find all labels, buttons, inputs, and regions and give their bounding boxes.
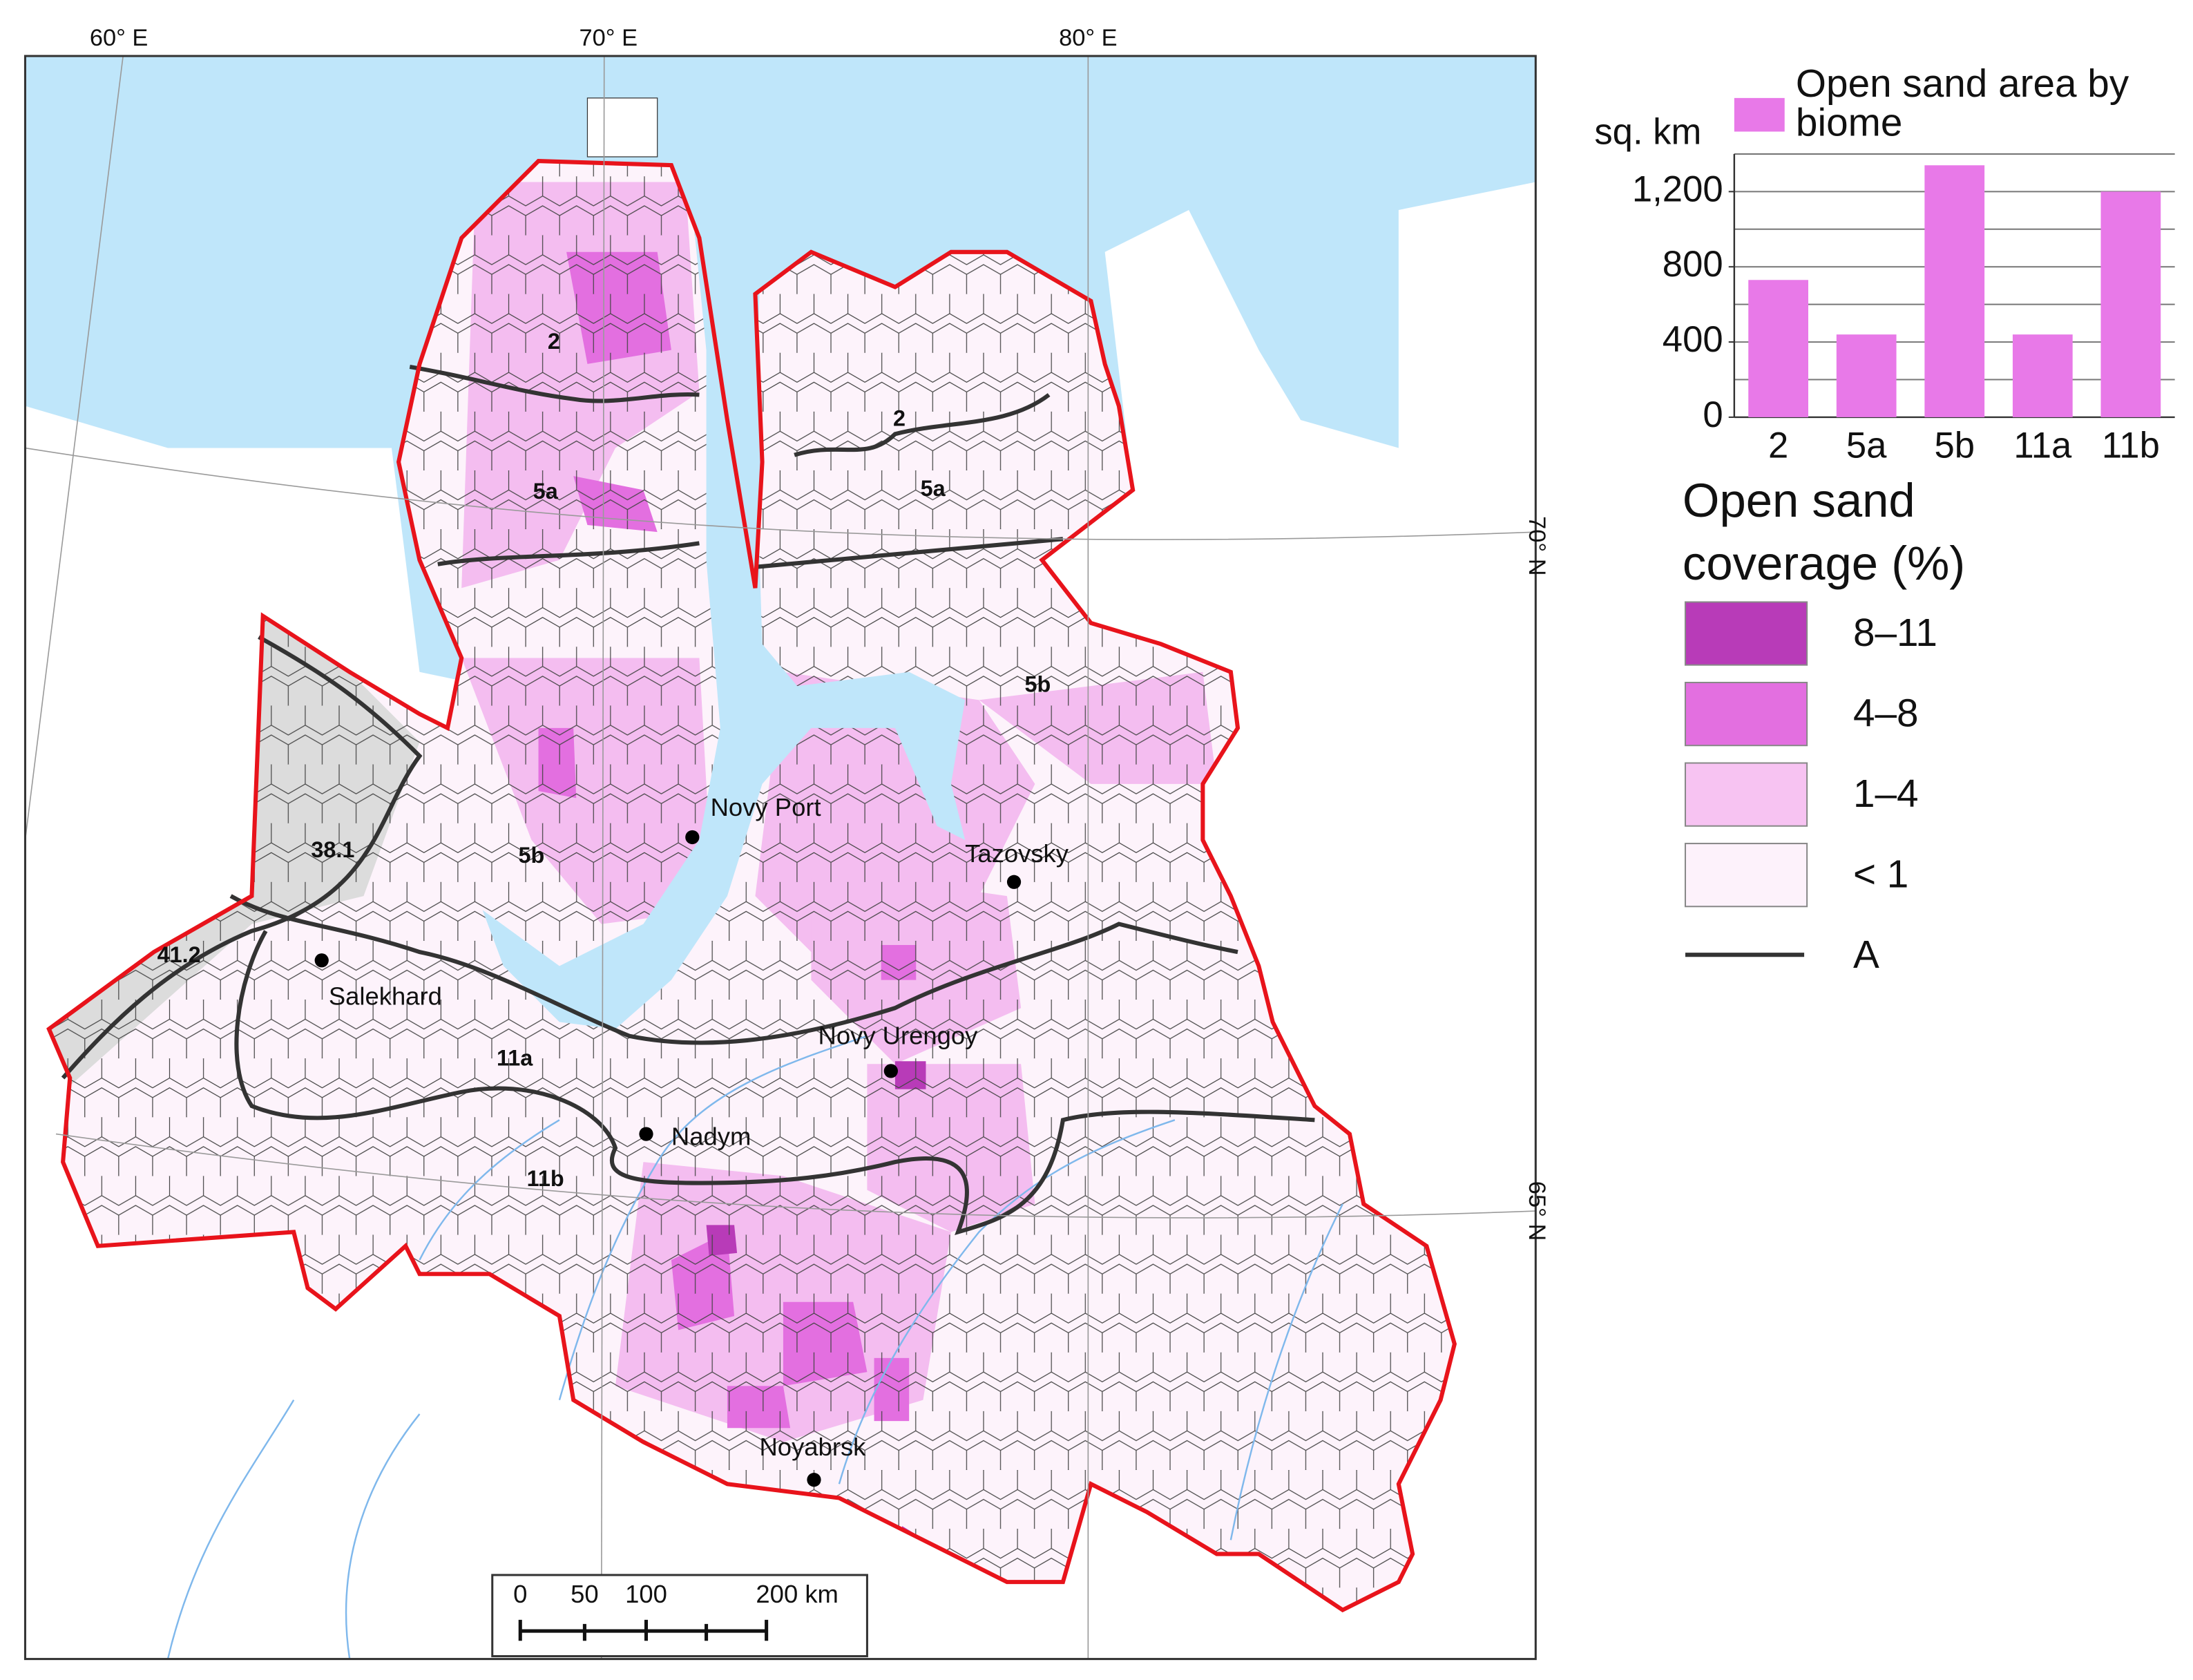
- boundary-value: 38.1: [311, 837, 354, 862]
- y-tick-label: 0: [1703, 394, 1723, 435]
- y-tick-label: 800: [1663, 244, 1723, 285]
- city-dot: [314, 953, 329, 968]
- city-dot: [807, 1473, 821, 1487]
- biome-boundaries: [61, 364, 1315, 1236]
- chart-legend-swatch: [1734, 97, 1785, 132]
- legend-swatch: [1684, 762, 1808, 827]
- legend-label: A: [1853, 933, 1879, 977]
- graticule: [24, 55, 1536, 1659]
- biome-label: 5b: [519, 843, 545, 868]
- x-tick-label: 11b: [2102, 425, 2160, 466]
- city-dot: [639, 1127, 653, 1141]
- biome-label: 11b: [527, 1166, 564, 1191]
- scale-line: [518, 1619, 769, 1641]
- graticule-label: 80° E: [1059, 25, 1118, 51]
- y-tick-label: 400: [1663, 319, 1723, 360]
- graticule-label: 70° N: [1524, 516, 1550, 576]
- city-dot: [685, 830, 700, 845]
- biome-label: 2: [548, 329, 560, 354]
- x-tick-label: 5b: [1934, 425, 1975, 466]
- biome-label: 2: [893, 406, 906, 431]
- bar: [2100, 191, 2161, 417]
- x-tick-label: 5a: [1846, 425, 1887, 466]
- ob-bay: [482, 210, 966, 1029]
- city-dot: [883, 1064, 898, 1078]
- city-label: Novy Port: [711, 793, 821, 821]
- scale-box: [491, 1574, 868, 1658]
- chart-legend-label: Open sand area by biome: [1795, 64, 2129, 144]
- x-tick-label: 11a: [2013, 425, 2072, 466]
- bar: [1836, 334, 1897, 417]
- legend-swatch: [1684, 843, 1808, 908]
- map: 60° E 70° E 80° E 70° N 65° N Novy Port …: [23, 25, 1550, 1661]
- bar-chart: sq. km Open sand area by biome 0 400 800 1,…: [1594, 64, 2175, 466]
- biome-label: 5b: [1025, 672, 1051, 697]
- legend-label: 8–11: [1853, 611, 1937, 655]
- city-label: Tazovsky: [965, 839, 1069, 868]
- graticule-label: 60° E: [90, 25, 149, 51]
- city-label: Nadym: [671, 1122, 751, 1150]
- legend-swatch: [1684, 601, 1808, 666]
- scale-label: 0: [513, 1580, 527, 1608]
- biome-label: 11a: [497, 1046, 533, 1071]
- island: [586, 97, 658, 158]
- biome-labels: 2 5a 2 5a 5b 5b 11a 11b 38.1 41.2: [157, 329, 1051, 1191]
- legend-swatch: [1684, 681, 1808, 747]
- y-tick-label: 1,200: [1632, 169, 1723, 209]
- legend: Open sand coverage (%) 8–11 4–8 1–4 < 1 A: [1683, 474, 1965, 977]
- graticule-label: 70° E: [580, 25, 638, 51]
- city-label: Noyabrsk: [760, 1433, 867, 1461]
- x-tick-label: 2: [1768, 425, 1788, 466]
- map-frame: [23, 55, 1537, 1661]
- legend-title: coverage (%): [1683, 537, 1965, 590]
- y-axis-label: sq. km: [1594, 111, 1701, 152]
- biome-label: 5a: [533, 479, 559, 504]
- city-label: Salekhard: [329, 982, 442, 1011]
- graticule-label: 65° N: [1524, 1181, 1550, 1241]
- legend-label: 1–4: [1853, 772, 1919, 816]
- rivers: [166, 1035, 1343, 1659]
- cities: Novy Port Tazovsky Salekhard Novy Urengo…: [314, 793, 1069, 1487]
- biome-label: 5a: [921, 476, 946, 501]
- legend-label: < 1: [1853, 853, 1908, 897]
- scale-bar: 0 50 100 200 km: [491, 1574, 868, 1658]
- city-dot: [1006, 875, 1022, 889]
- scale-label: 200 km: [756, 1580, 838, 1608]
- chart-legend: Open sand area by biome: [1795, 64, 2129, 144]
- legend-label: 4–8: [1853, 692, 1919, 736]
- scale-label: 100: [625, 1580, 667, 1608]
- bar: [2012, 334, 2073, 417]
- legend-title: Open sand: [1683, 474, 1915, 527]
- bar: [1748, 280, 1808, 417]
- scale-label: 50: [571, 1580, 599, 1608]
- city-label: Novy Urengoy: [818, 1021, 979, 1049]
- boundary-value: 41.2: [157, 942, 201, 967]
- bar: [1924, 165, 1985, 417]
